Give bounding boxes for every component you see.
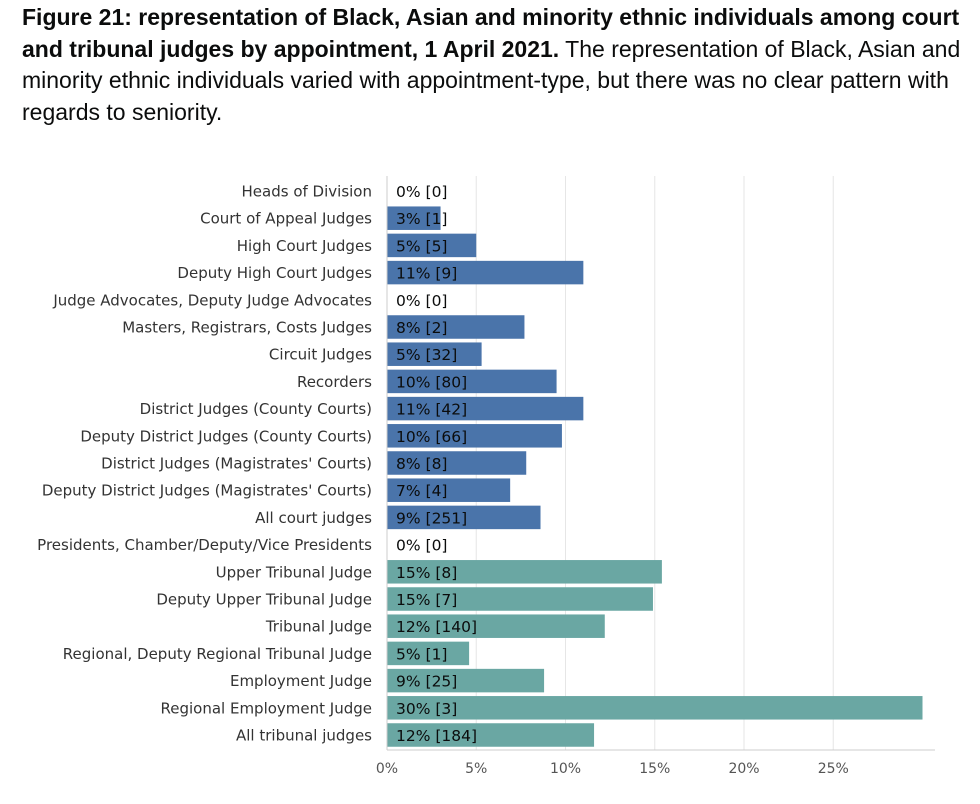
bar-data-label: 12% [140] (396, 618, 477, 636)
bar (387, 260, 584, 285)
bar-data-label: 5% [32] (396, 346, 457, 364)
category-label: Deputy High Court Judges (177, 264, 372, 282)
bars (387, 206, 923, 747)
bar-data-label: 15% [8] (396, 564, 457, 582)
bar (387, 668, 545, 693)
bar (387, 206, 441, 230)
bar-data-label: 0% [0] (396, 292, 447, 310)
bar (387, 560, 662, 584)
category-label: Upper Tribunal Judge (216, 563, 372, 581)
category-label: Regional Employment Judge (160, 699, 372, 717)
bar-data-label: 15% [7] (396, 591, 457, 609)
axes: 0% 5% 10% 15% 20% 25% (376, 176, 935, 777)
bar-data-label: 30% [3] (396, 700, 457, 718)
bar-data-label: 8% [8] (396, 455, 447, 473)
bar (387, 369, 557, 394)
bar-data-label: 11% [42] (396, 401, 467, 419)
category-label: Circuit Judges (269, 346, 372, 364)
bar (387, 641, 470, 666)
figure-caption: Figure 21: representation of Black, Asia… (22, 2, 962, 128)
category-label: All tribunal judges (236, 727, 372, 745)
category-label: District Judges (County Courts) (140, 400, 372, 418)
labels: Heads of Division 0% [0] Court of Appeal J… (37, 183, 477, 746)
bar (387, 696, 923, 720)
bar-data-label: 0% [0] (396, 183, 447, 201)
x-tick-label: 10% (550, 761, 581, 777)
bar-data-label: 9% [251] (396, 509, 467, 527)
bar-data-label: 10% [80] (396, 373, 467, 391)
bar (387, 342, 482, 366)
bar (387, 233, 477, 258)
category-label: Deputy District Judges (Magistrates' Cou… (42, 482, 372, 500)
category-label: Presidents, Chamber/Deputy/Vice Presiden… (37, 536, 372, 554)
bar-data-label: 8% [2] (396, 319, 447, 337)
figure-description: The representation of Black, Asian and m… (22, 35, 961, 125)
bar (387, 478, 511, 502)
bar (387, 424, 562, 448)
bar-data-label: 5% [5] (396, 237, 447, 255)
x-tick-label: 20% (728, 761, 759, 777)
bar-data-label: 3% [1] (396, 210, 447, 228)
category-label: Employment Judge (230, 672, 372, 690)
x-tick-label: 15% (639, 761, 670, 777)
category-label: District Judges (Magistrates' Courts) (101, 455, 372, 473)
category-label: Deputy Upper Tribunal Judge (156, 591, 372, 609)
category-label: Heads of Division (242, 183, 372, 201)
bar-data-label: 10% [66] (396, 428, 467, 446)
bar-data-label: 0% [0] (396, 537, 447, 555)
category-label: High Court Judges (237, 237, 372, 255)
category-label: Regional, Deputy Regional Tribunal Judge (63, 645, 372, 663)
bar (387, 315, 525, 339)
bar (387, 451, 527, 475)
x-tick-label: 25% (818, 761, 849, 777)
category-label: Tribunal Judge (265, 618, 372, 636)
bar-data-label: 5% [1] (396, 645, 447, 663)
category-label: Masters, Registrars, Costs Judges (122, 319, 372, 337)
bar (387, 614, 605, 638)
bar (387, 723, 595, 747)
category-label: All court judges (255, 509, 372, 527)
bar-data-label: 9% [25] (396, 673, 457, 691)
figure-title: Figure 21: representation of Black, Asia… (22, 4, 960, 62)
bar (387, 396, 584, 421)
bar-data-label: 11% [9] (396, 265, 457, 283)
bar-data-label: 12% [184] (396, 727, 477, 745)
bar (387, 587, 653, 611)
x-tick-label: 0% (376, 761, 398, 777)
bar (387, 505, 541, 530)
bar-data-label: 7% [4] (396, 482, 447, 500)
x-tick-label: 5% (465, 761, 487, 777)
category-label: Recorders (297, 373, 372, 391)
category-label: Court of Appeal Judges (200, 210, 372, 228)
category-label: Judge Advocates, Deputy Judge Advocates (52, 291, 372, 309)
category-label: Deputy District Judges (County Courts) (80, 427, 372, 445)
